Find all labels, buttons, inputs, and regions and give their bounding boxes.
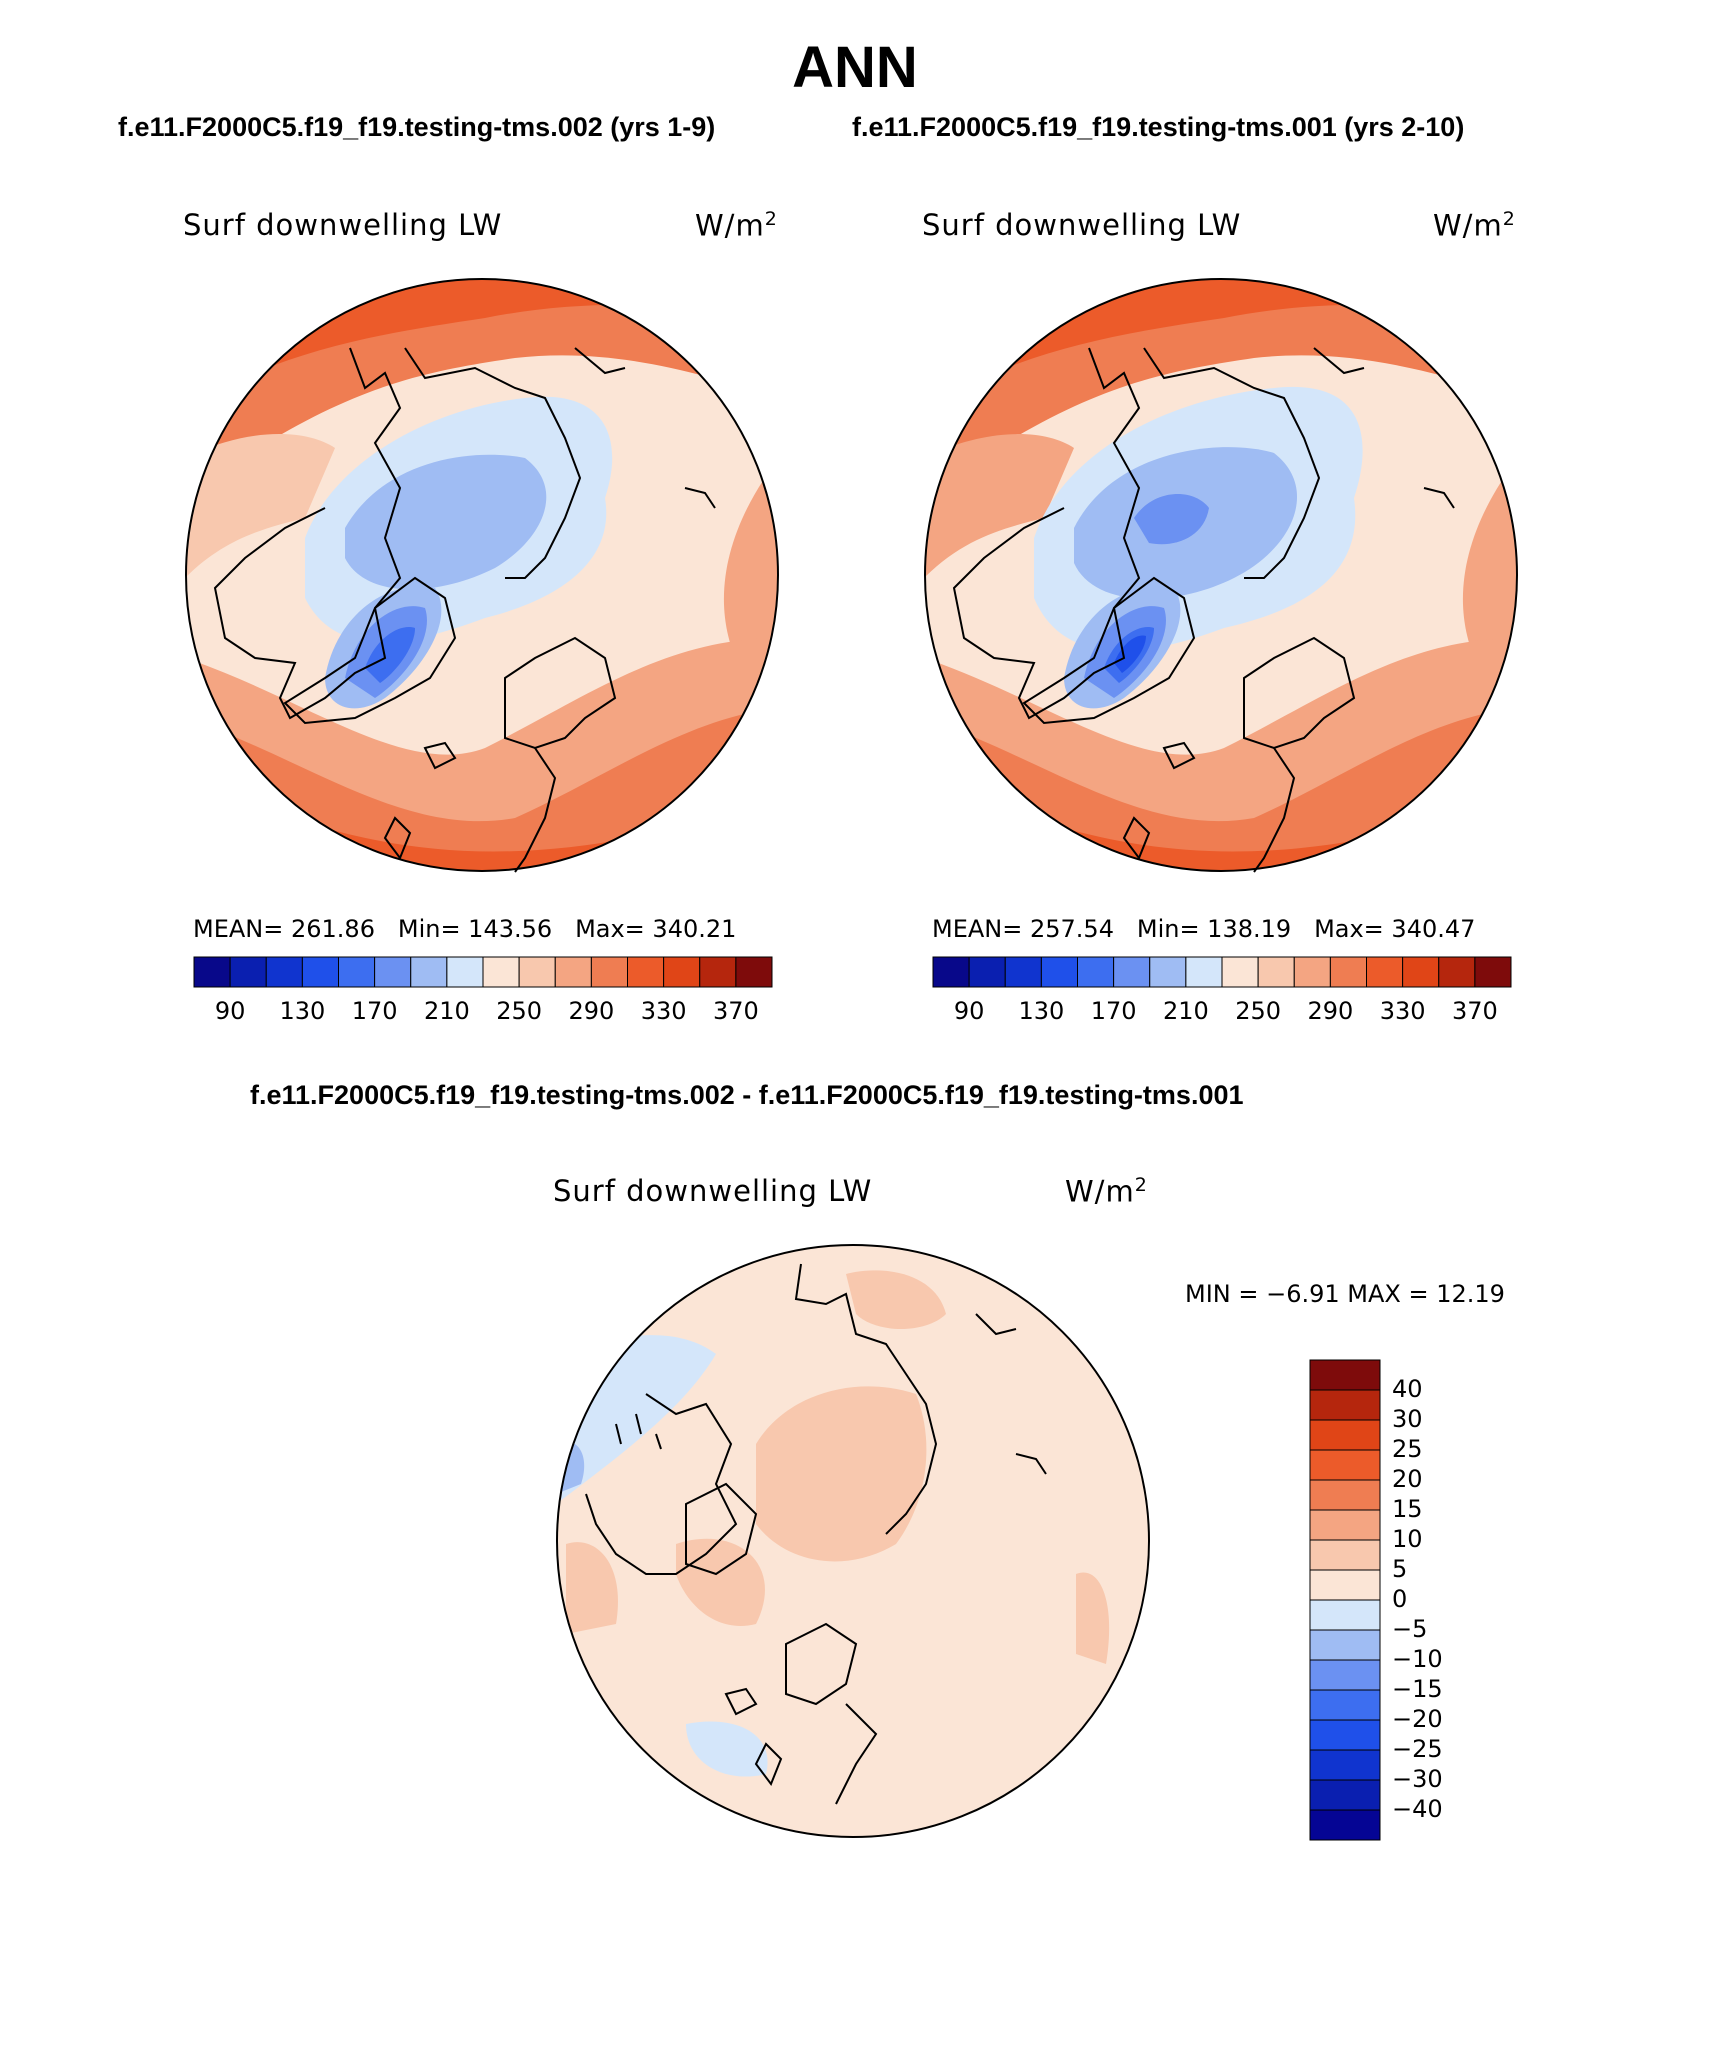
difference-colorbar: [1309, 1359, 1381, 1841]
colorbar-swatch: [265, 956, 303, 988]
polar-map-difference: [556, 1244, 1150, 1838]
colorbar-swatch: [1309, 1509, 1381, 1541]
colorbar-swatch: [1474, 956, 1512, 988]
left-case-subtitle: f.e11.F2000C5.f19_f19.testing-tms.002 (y…: [118, 112, 716, 142]
colorbar-tick-label: 130: [279, 997, 326, 1025]
colorbar-swatch: [1309, 1449, 1381, 1481]
difference-title: f.e11.F2000C5.f19_f19.testing-tms.002 - …: [250, 1080, 1244, 1110]
colorbar-swatch: [1257, 956, 1295, 988]
colorbar-tick-label: −5: [1392, 1615, 1428, 1643]
colorbar-swatch: [1309, 1659, 1381, 1691]
colorbar-swatch: [968, 956, 1006, 988]
colorbar-swatch: [699, 956, 737, 988]
diff-variable-label: Surf downwelling LW: [553, 1174, 873, 1208]
colorbar-swatch: [590, 956, 628, 988]
diff-min-max: MIN = −6.91 MAX = 12.19: [1185, 1280, 1505, 1308]
colorbar-tick-label: 210: [1162, 997, 1209, 1025]
colorbar-tick-label: 90: [214, 997, 246, 1025]
colorbar-swatch: [1149, 956, 1187, 988]
colorbar-swatch: [1309, 1749, 1381, 1781]
colorbar-swatch: [1309, 1629, 1381, 1661]
colorbar-swatch: [627, 956, 665, 988]
colorbar-swatch: [193, 956, 231, 988]
colorbar-swatch: [1309, 1479, 1381, 1511]
panel2-units-label: W/m2: [1433, 208, 1516, 243]
colorbar-swatch: [1113, 956, 1151, 988]
colorbar-tick-label: 250: [1235, 997, 1282, 1025]
colorbar-tick-label: −10: [1392, 1645, 1443, 1673]
colorbar-swatch: [1309, 1539, 1381, 1571]
colorbar-swatch: [1185, 956, 1223, 988]
colorbar-tick-label: 290: [568, 997, 615, 1025]
colorbar-swatch: [1309, 1809, 1381, 1841]
colorbar-swatch: [1309, 1569, 1381, 1601]
colorbar-swatch: [410, 956, 448, 988]
colorbar-swatch: [1402, 956, 1440, 988]
colorbar-tick-label: −20: [1392, 1705, 1443, 1733]
colorbar-swatch: [1309, 1689, 1381, 1721]
colorbar-swatch: [1221, 956, 1259, 988]
colorbar-tick-label: 40: [1392, 1375, 1423, 1403]
colorbar-swatch: [338, 956, 376, 988]
colorbar-tick-label: 330: [1379, 997, 1426, 1025]
diff-units-label: W/m2: [1065, 1174, 1148, 1209]
colorbar-swatch: [554, 956, 592, 988]
colorbar-tick-label: −25: [1392, 1735, 1443, 1763]
colorbar-tick-label: 5: [1392, 1555, 1408, 1583]
polar-map-case2: [924, 278, 1518, 873]
colorbar-swatch: [1309, 1779, 1381, 1811]
colorbar-tick-label: 10: [1392, 1525, 1423, 1553]
colorbar-swatch: [1329, 956, 1367, 988]
colorbar-tick-label: 290: [1307, 997, 1354, 1025]
colorbar-tick-label: 170: [351, 997, 398, 1025]
colorbar-swatch: [1040, 956, 1078, 988]
colorbar-tick-label: 25: [1392, 1435, 1423, 1463]
colorbar-tick-label: 0: [1392, 1585, 1408, 1613]
panel1-variable-label: Surf downwelling LW: [183, 208, 503, 242]
colorbar-swatch: [1293, 956, 1331, 988]
right-case-subtitle: f.e11.F2000C5.f19_f19.testing-tms.001 (y…: [852, 112, 1465, 142]
colorbar-tick-label: 250: [496, 997, 543, 1025]
colorbar-tick-label: 370: [712, 997, 759, 1025]
colorbar-tick-label: 15: [1392, 1495, 1423, 1523]
main-title: ANN: [792, 35, 918, 100]
colorbar-swatch: [1366, 956, 1404, 988]
colorbar-swatch: [1309, 1419, 1381, 1451]
colorbar-swatch: [1309, 1359, 1381, 1391]
colorbar-swatch: [932, 956, 970, 988]
colorbar-swatch: [1438, 956, 1476, 988]
colorbar-swatch: [518, 956, 556, 988]
panel2-stats: MEAN= 257.54 Min= 138.19 Max= 340.47: [932, 915, 1476, 943]
colorbar-swatch: [301, 956, 339, 988]
colorbar-tick-label: −30: [1392, 1765, 1443, 1793]
colorbar-tick-label: −15: [1392, 1675, 1443, 1703]
panel2-colorbar: [932, 956, 1512, 988]
colorbar-swatch: [446, 956, 484, 988]
colorbar-tick-label: −40: [1392, 1795, 1443, 1823]
panel1-units-label: W/m2: [695, 208, 778, 243]
panel1-colorbar: [193, 956, 773, 988]
polar-map-case1: [185, 278, 779, 873]
panel1-stats: MEAN= 261.86 Min= 143.56 Max= 340.21: [193, 915, 737, 943]
colorbar-tick-label: 20: [1392, 1465, 1423, 1493]
colorbar-swatch: [1077, 956, 1115, 988]
colorbar-swatch: [1309, 1719, 1381, 1751]
colorbar-tick-label: 170: [1090, 997, 1137, 1025]
colorbar-swatch: [374, 956, 412, 988]
colorbar-tick-label: 370: [1451, 997, 1498, 1025]
colorbar-swatch: [663, 956, 701, 988]
colorbar-swatch: [1309, 1389, 1381, 1421]
colorbar-tick-label: 30: [1392, 1405, 1423, 1433]
colorbar-swatch: [735, 956, 773, 988]
colorbar-tick-label: 210: [423, 997, 470, 1025]
colorbar-tick-label: 130: [1018, 997, 1065, 1025]
colorbar-swatch: [482, 956, 520, 988]
colorbar-tick-label: 330: [640, 997, 687, 1025]
colorbar-tick-label: 90: [953, 997, 985, 1025]
colorbar-swatch: [1309, 1599, 1381, 1631]
colorbar-swatch: [1004, 956, 1042, 988]
panel2-variable-label: Surf downwelling LW: [922, 208, 1242, 242]
colorbar-swatch: [229, 956, 267, 988]
